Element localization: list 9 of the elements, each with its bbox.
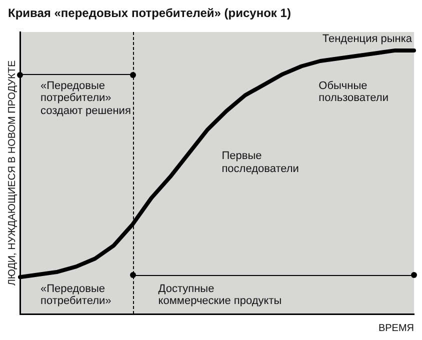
annotation: Первые последователи [222, 150, 299, 176]
annotation: «Передовые потребители» [40, 282, 112, 308]
annotation: Обычные пользователи [318, 80, 388, 105]
chart-title: Кривая «передовых потребителей» (рисунок 1) [8, 6, 291, 20]
series-label: Тенденция рынка [322, 32, 413, 45]
annotation: Доступные коммерческие продукты [158, 282, 282, 308]
annotation: «Передовые потребители» создают решения [40, 80, 131, 118]
x-axis-title: ВРЕМЯ [378, 322, 414, 334]
y-axis-title: ЛЮДИ, НУЖДАЮЩИЕСЯ В НОВОМ ПРОДУКТЕ [6, 60, 18, 286]
